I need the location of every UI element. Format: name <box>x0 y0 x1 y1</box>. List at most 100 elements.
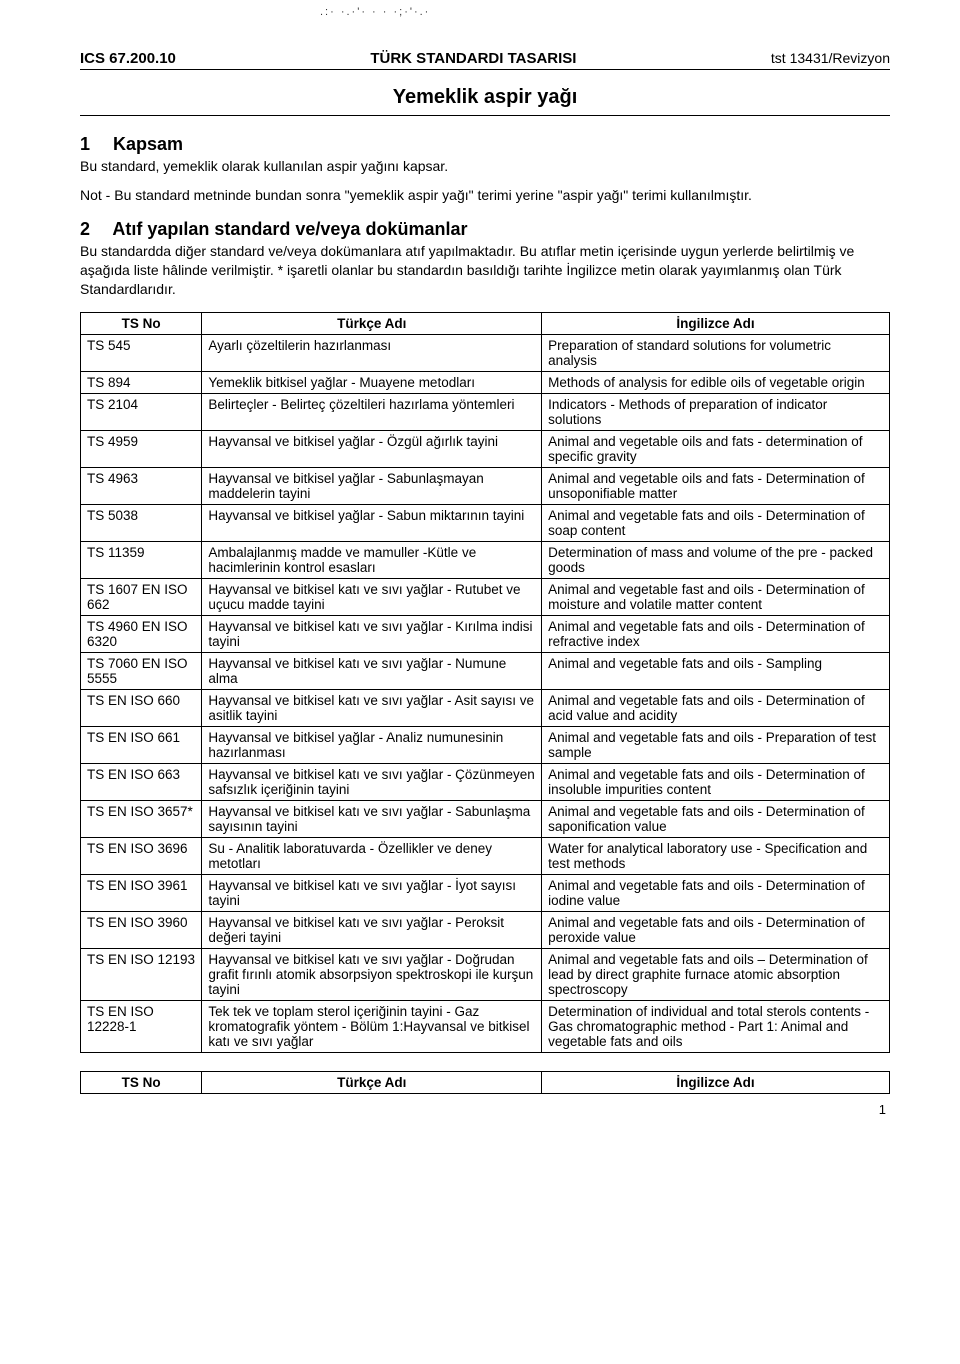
cell-tr: Hayvansal ve bitkisel katı ve sıvı yağla… <box>202 653 542 690</box>
page-number: 1 <box>80 1102 890 1117</box>
cell-ts: TS 894 <box>81 372 202 394</box>
table-row: TS EN ISO 661Hayvansal ve bitkisel yağla… <box>81 727 890 764</box>
cell-en: Determination of mass and volume of the … <box>542 542 890 579</box>
table-row: TS 894Yemeklik bitkisel yağlar - Muayene… <box>81 372 890 394</box>
cell-ts: TS 4959 <box>81 431 202 468</box>
cell-ts: TS 4960 EN ISO 6320 <box>81 616 202 653</box>
cell-ts: TS 545 <box>81 335 202 372</box>
cell-ts: TS EN ISO 663 <box>81 764 202 801</box>
cell-tr: Ayarlı çözeltilerin hazırlanması <box>202 335 542 372</box>
cell-tr: Hayvansal ve bitkisel yağlar - Analiz nu… <box>202 727 542 764</box>
cell-ts: TS 5038 <box>81 505 202 542</box>
cell-tr: Hayvansal ve bitkisel katı ve sıvı yağla… <box>202 875 542 912</box>
cell-ts: TS 1607 EN ISO 662 <box>81 579 202 616</box>
section-2-heading: 2 Atıf yapılan standard ve/veya dokümanl… <box>80 219 890 240</box>
cell-ts: TS 4963 <box>81 468 202 505</box>
cell-en: Animal and vegetable fast and oils - Det… <box>542 579 890 616</box>
section-2-number: 2 <box>80 219 108 240</box>
cell-en: Water for analytical laboratory use - Sp… <box>542 838 890 875</box>
references-table: TS No Türkçe Adı İngilizce Adı TS 545Aya… <box>80 312 890 1053</box>
table-row: TS EN ISO 660Hayvansal ve bitkisel katı … <box>81 690 890 727</box>
cell-tr: Hayvansal ve bitkisel yağlar - Sabun mik… <box>202 505 542 542</box>
footer-col-tr: Türkçe Adı <box>202 1072 542 1094</box>
cell-ts: TS EN ISO 12193 <box>81 949 202 1001</box>
cell-en: Animal and vegetable fats and oils – Det… <box>542 949 890 1001</box>
cell-ts: TS EN ISO 3960 <box>81 912 202 949</box>
cell-ts: TS EN ISO 661 <box>81 727 202 764</box>
cell-tr: Su - Analitik laboratuvarda - Özellikler… <box>202 838 542 875</box>
cell-tr: Hayvansal ve bitkisel katı ve sıvı yağla… <box>202 801 542 838</box>
cell-tr: Ambalajlanmış madde ve mamuller -Kütle v… <box>202 542 542 579</box>
footer-col-ts: TS No <box>81 1072 202 1094</box>
cell-en: Animal and vegetable fats and oils - Det… <box>542 801 890 838</box>
cell-ts: TS 11359 <box>81 542 202 579</box>
cell-tr: Hayvansal ve bitkisel katı ve sıvı yağla… <box>202 579 542 616</box>
cell-en: Animal and vegetable fats and oils - Det… <box>542 764 890 801</box>
footer-header-table: TS No Türkçe Adı İngilizce Adı <box>80 1071 890 1094</box>
section-1-body: Bu standard, yemeklik olarak kullanılan … <box>80 157 890 176</box>
cell-tr: Hayvansal ve bitkisel yağlar - Sabunlaşm… <box>202 468 542 505</box>
table-row: TS 11359Ambalajlanmış madde ve mamuller … <box>81 542 890 579</box>
cell-tr: Yemeklik bitkisel yağlar - Muayene metod… <box>202 372 542 394</box>
table-row: TS EN ISO 3961Hayvansal ve bitkisel katı… <box>81 875 890 912</box>
cell-ts: TS EN ISO 12228-1 <box>81 1001 202 1053</box>
ics-code: ICS 67.200.10 <box>80 50 176 67</box>
table-row: TS 4963Hayvansal ve bitkisel yağlar - Sa… <box>81 468 890 505</box>
table-row: TS 4959Hayvansal ve bitkisel yağlar - Öz… <box>81 431 890 468</box>
tst-revision: tst 13431/Revizyon <box>771 50 890 66</box>
cell-ts: TS 2104 <box>81 394 202 431</box>
footer-header-row: TS No Türkçe Adı İngilizce Adı <box>81 1072 890 1094</box>
table-row: TS 545Ayarlı çözeltilerin hazırlanmasıPr… <box>81 335 890 372</box>
col-header-tr: Türkçe Adı <box>202 313 542 335</box>
cell-en: Animal and vegetable fats and oils - Det… <box>542 505 890 542</box>
cell-en: Determination of individual and total st… <box>542 1001 890 1053</box>
table-row: TS EN ISO 3696Su - Analitik laboratuvard… <box>81 838 890 875</box>
cell-ts: TS 7060 EN ISO 5555 <box>81 653 202 690</box>
table-row: TS 5038Hayvansal ve bitkisel yağlar - Sa… <box>81 505 890 542</box>
table-header-row: TS No Türkçe Adı İngilizce Adı <box>81 313 890 335</box>
cell-tr: Hayvansal ve bitkisel katı ve sıvı yağla… <box>202 616 542 653</box>
cell-tr: Hayvansal ve bitkisel katı ve sıvı yağla… <box>202 949 542 1001</box>
cell-en: Animal and vegetable fats and oils - Pre… <box>542 727 890 764</box>
cell-en: Methods of analysis for edible oils of v… <box>542 372 890 394</box>
table-row: TS EN ISO 663Hayvansal ve bitkisel katı … <box>81 764 890 801</box>
col-header-en: İngilizce Adı <box>542 313 890 335</box>
document-page: .:· ·.·'· · · ·;·'·.· ICS 67.200.10 TÜRK… <box>0 0 960 1147</box>
cell-en: Indicators - Methods of preparation of i… <box>542 394 890 431</box>
cell-ts: TS EN ISO 3696 <box>81 838 202 875</box>
cell-tr: Hayvansal ve bitkisel katı ve sıvı yağla… <box>202 690 542 727</box>
cell-tr: Hayvansal ve bitkisel yağlar - Özgül ağı… <box>202 431 542 468</box>
table-row: TS 1607 EN ISO 662Hayvansal ve bitkisel … <box>81 579 890 616</box>
scan-noise: .:· ·.·'· · · ·;·'·.· <box>320 6 430 18</box>
section-1-number: 1 <box>80 134 108 155</box>
table-row: TS EN ISO 3657*Hayvansal ve bitkisel kat… <box>81 801 890 838</box>
table-row: TS 2104Belirteçler - Belirteç çözeltiler… <box>81 394 890 431</box>
table-row: TS 7060 EN ISO 5555Hayvansal ve bitkisel… <box>81 653 890 690</box>
cell-tr: Tek tek ve toplam sterol içeriğinin tayi… <box>202 1001 542 1053</box>
col-header-ts: TS No <box>81 313 202 335</box>
cell-ts: TS EN ISO 660 <box>81 690 202 727</box>
document-title: Yemeklik aspir yağı <box>80 86 890 109</box>
cell-en: Animal and vegetable oils and fats - det… <box>542 431 890 468</box>
table-row: TS 4960 EN ISO 6320Hayvansal ve bitkisel… <box>81 616 890 653</box>
section-1-heading: 1 Kapsam <box>80 134 890 155</box>
cell-en: Animal and vegetable fats and oils - Sam… <box>542 653 890 690</box>
title-divider <box>80 115 890 116</box>
page-header: ICS 67.200.10 TÜRK STANDARDI TASARISI ts… <box>80 50 890 70</box>
section-1-title: Kapsam <box>113 134 183 154</box>
cell-en: Animal and vegetable fats and oils - Det… <box>542 616 890 653</box>
section-1-note: Not - Bu standard metninde bundan sonra … <box>80 186 890 205</box>
cell-tr: Belirteçler - Belirteç çözeltileri hazır… <box>202 394 542 431</box>
section-2-body: Bu standardda diğer standard ve/veya dok… <box>80 242 890 299</box>
footer-col-en: İngilizce Adı <box>542 1072 890 1094</box>
table-row: TS EN ISO 12193Hayvansal ve bitkisel kat… <box>81 949 890 1001</box>
cell-en: Animal and vegetable oils and fats - Det… <box>542 468 890 505</box>
standard-draft-label: TÜRK STANDARDI TASARISI <box>370 50 576 67</box>
cell-en: Animal and vegetable fats and oils - Det… <box>542 875 890 912</box>
cell-en: Animal and vegetable fats and oils - Det… <box>542 690 890 727</box>
table-row: TS EN ISO 3960Hayvansal ve bitkisel katı… <box>81 912 890 949</box>
cell-tr: Hayvansal ve bitkisel katı ve sıvı yağla… <box>202 764 542 801</box>
table-row: TS EN ISO 12228-1Tek tek ve toplam stero… <box>81 1001 890 1053</box>
cell-en: Animal and vegetable fats and oils - Det… <box>542 912 890 949</box>
section-2-title: Atıf yapılan standard ve/veya dokümanlar <box>112 219 467 239</box>
